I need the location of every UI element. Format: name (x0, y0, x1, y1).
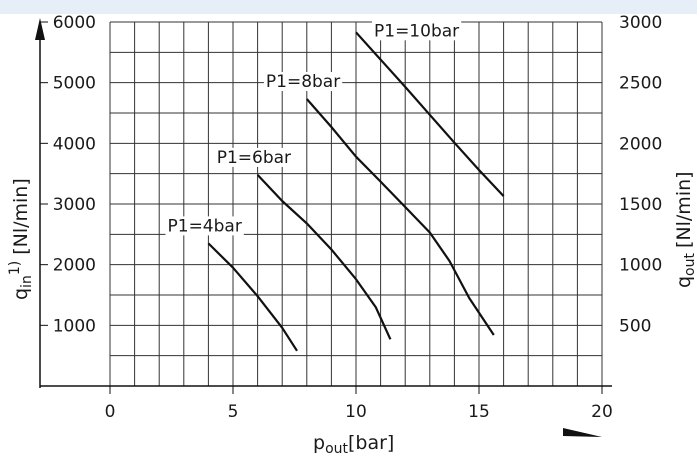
x-tick-label: 15 (468, 402, 490, 422)
left-y-tick-label: 1000 (53, 316, 96, 336)
series-label-background (263, 72, 343, 91)
left-y-tick-label: 2000 (53, 256, 96, 276)
left-y-axis-arrow-icon (35, 18, 45, 40)
left-y-tick-label: 5000 (53, 74, 96, 94)
right-y-tick-label: 500 (619, 316, 651, 336)
right-y-tick-label: 1500 (619, 195, 662, 215)
left-y-tick-labels: 1000 2000 3000 4000 5000 6000 (40, 13, 96, 336)
x-axis-title: pout[bar] (313, 432, 394, 457)
series-label-background (165, 216, 244, 236)
right-y-axis-title: qout[Nl/min] (673, 171, 697, 288)
series-label-background (372, 21, 462, 41)
series-label: P1=4bar (168, 216, 242, 236)
series-line (305, 98, 495, 336)
series-label: P1=8bar (266, 72, 340, 92)
axes (35, 18, 612, 437)
x-tick-label: 10 (345, 402, 367, 422)
series-line (207, 242, 298, 352)
series-lines (207, 31, 505, 352)
left-y-tick-label: 3000 (53, 195, 96, 215)
x-tick-label: 20 (591, 402, 613, 422)
series-line (355, 31, 505, 197)
right-y-tick-label: 2000 (619, 134, 662, 154)
series-label: P1=10bar (374, 21, 459, 41)
header-band (0, 0, 697, 14)
right-y-tick-labels: 500 1000 1500 2000 2500 3000 (619, 13, 662, 336)
x-axis-arrow-icon (563, 428, 602, 437)
left-y-tick-label: 6000 (53, 13, 96, 33)
right-y-tick-label: 1000 (619, 256, 662, 276)
left-y-tick-label: 4000 (53, 134, 96, 154)
series-line (256, 174, 392, 340)
series-label: P1=6bar (217, 148, 291, 168)
series-label-background (214, 147, 293, 167)
series-labels: P1=4bar P1=6bar P1=8bar P1=10bar (165, 21, 462, 236)
left-y-axis-title: qin1)[Nl/min] (7, 178, 35, 300)
x-tick-labels: 0 5 10 15 20 (105, 386, 613, 422)
x-tick-label: 0 (105, 402, 116, 422)
right-y-tick-label: 3000 (619, 13, 662, 33)
grid (109, 21, 603, 387)
x-tick-label: 5 (228, 402, 239, 422)
right-y-tick-label: 2500 (619, 74, 662, 94)
